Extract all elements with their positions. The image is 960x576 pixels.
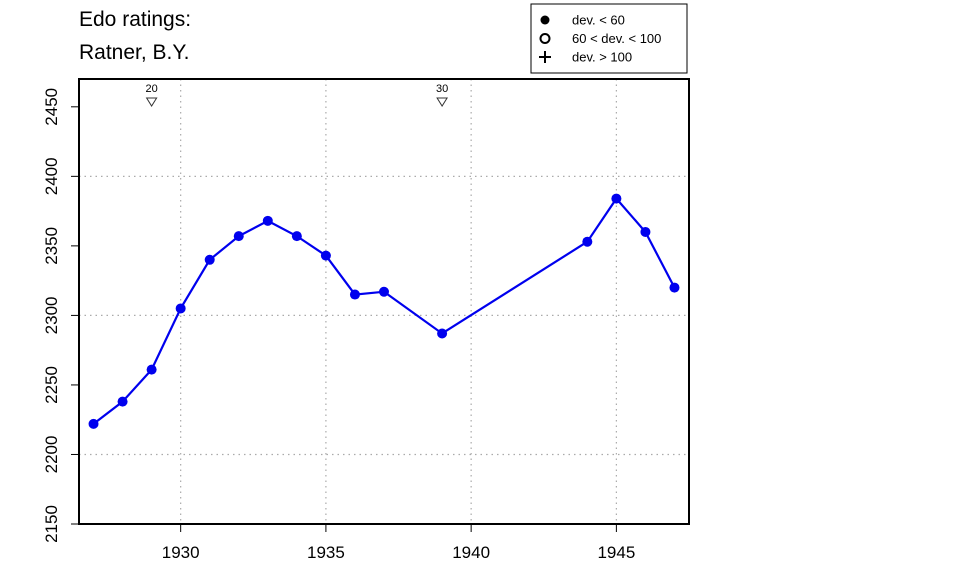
y-tick-label: 2400 — [42, 157, 61, 195]
data-point — [88, 418, 99, 429]
data-point — [349, 289, 360, 300]
data-point — [379, 286, 389, 297]
y-tick-label: 2200 — [42, 436, 61, 474]
annotations: 20 30 — [145, 83, 448, 107]
plot-frame — [78, 78, 690, 525]
data-point — [262, 215, 273, 226]
data-point — [146, 364, 157, 375]
y-tick-label: 2450 — [42, 88, 61, 126]
annotation-triangle-icon — [145, 97, 158, 107]
data-point — [233, 231, 244, 242]
x-tick-label: 1930 — [162, 543, 200, 562]
data-point — [175, 303, 186, 314]
legend: dev. < 60 60 < dev. < 100 dev. > 100 — [530, 3, 688, 74]
grid-lines — [79, 79, 689, 524]
legend-box — [530, 3, 688, 74]
legend-filled-circle-icon — [540, 15, 550, 25]
legend-plus-icon — [539, 51, 551, 63]
data-point — [437, 328, 448, 339]
y-tick-label: 2250 — [42, 366, 61, 404]
annotation-label: 30 — [436, 83, 448, 95]
legend-label: dev. > 100 — [572, 50, 632, 65]
y-tick-label: 2350 — [42, 227, 61, 265]
data-point — [204, 254, 215, 265]
data-point — [611, 193, 622, 204]
annotation-triangle-icon — [436, 97, 448, 107]
x-tick-label: 1935 — [307, 543, 345, 562]
y-tick-label: 2300 — [42, 296, 61, 334]
data-point — [117, 396, 128, 407]
chart-title-line-2: Ratner, B.Y. — [79, 41, 190, 64]
series-path — [92, 196, 676, 425]
y-tick-label: 2150 — [42, 505, 61, 543]
data-point — [640, 226, 651, 237]
x-tick-label: 1945 — [597, 543, 635, 562]
legend-open-circle-icon — [539, 33, 551, 44]
series-line — [88, 193, 680, 429]
annotation-label: 20 — [145, 83, 157, 95]
legend-label: 60 < dev. < 100 — [572, 31, 661, 46]
data-point — [582, 236, 593, 247]
legend-label: dev. < 60 — [572, 13, 625, 28]
axes: 1930 1935 1940 1945 2150 2200 2250 2300 2350 2400… — [42, 88, 635, 562]
data-point — [291, 231, 302, 242]
x-tick-label: 1940 — [452, 543, 490, 562]
chart-title-line-1: Edo ratings: — [79, 8, 192, 31]
data-point — [320, 250, 331, 261]
data-point — [669, 282, 680, 293]
